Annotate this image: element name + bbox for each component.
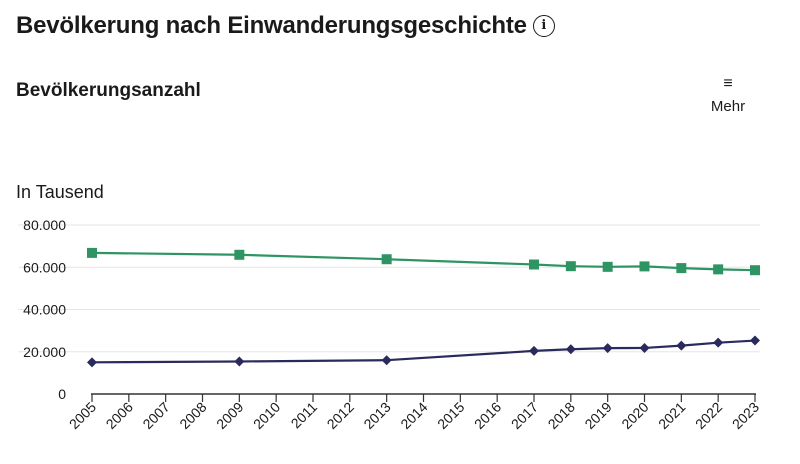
data-point-square — [529, 259, 539, 270]
x-tick-label: 2020 — [618, 399, 651, 432]
series-lines — [87, 247, 760, 368]
data-point-diamond — [750, 335, 760, 346]
page-title-text: Bevölkerung nach Einwanderungsgeschichte — [16, 12, 527, 39]
data-point-square — [381, 254, 392, 265]
x-tick-label: 2008 — [176, 399, 209, 432]
x-tick-label: 2021 — [655, 399, 688, 432]
grid-lines — [18, 224, 760, 353]
data-point-square — [234, 249, 245, 260]
x-tick-label: 2019 — [581, 399, 614, 432]
x-tick-label: 2005 — [66, 399, 99, 432]
info-icon[interactable]: i — [532, 15, 555, 37]
x-tick-label: 2007 — [139, 399, 172, 432]
x-tick-label: 2023 — [729, 399, 762, 432]
data-point-square — [750, 265, 760, 276]
data-point-diamond — [381, 355, 392, 366]
axes — [91, 393, 756, 402]
x-tick-label: 2011 — [288, 399, 321, 432]
data-point-diamond — [713, 337, 724, 348]
x-tick-label: 2013 — [360, 399, 393, 432]
page-title: Bevölkerung nach Einwanderungsgeschichte… — [16, 12, 555, 40]
y-axis-unit-label: In Tausend — [16, 182, 104, 202]
data-point-diamond — [602, 343, 613, 354]
data-point-diamond — [639, 342, 650, 353]
series-line-1 — [91, 251, 756, 272]
data-point-square — [713, 264, 724, 275]
x-tick-label: 2010 — [250, 399, 283, 432]
x-tick-label: 2006 — [103, 399, 136, 432]
data-point-diamond — [565, 344, 576, 355]
data-point-square — [639, 261, 650, 272]
data-point-diamond — [676, 340, 687, 351]
more-menu-button[interactable]: ≡ Mehr — [700, 74, 756, 126]
x-tick-label: 2012 — [324, 399, 357, 432]
chart-title: Bevölkerungsanzahl — [16, 80, 201, 101]
series-line-2 — [91, 339, 756, 364]
y-tick-label: 40.000 — [23, 302, 66, 318]
x-tick-label: 2018 — [545, 399, 578, 432]
data-point-square — [565, 261, 576, 272]
y-tick-label: 60.000 — [23, 259, 66, 275]
data-point-diamond — [234, 356, 245, 367]
x-tick-label: 2017 — [508, 399, 541, 432]
data-point-square — [676, 263, 687, 274]
y-tick-label: 20.000 — [23, 344, 66, 360]
y-tick-label: 0 — [58, 386, 66, 402]
data-point-diamond — [529, 345, 539, 356]
x-tick-label: 2016 — [471, 399, 504, 432]
data-point-diamond — [87, 357, 97, 368]
x-tick-label: 2015 — [434, 399, 467, 432]
x-tick-label: 2014 — [397, 399, 430, 432]
x-tick-label: 2009 — [213, 399, 246, 432]
more-menu-label: Mehr — [710, 98, 746, 115]
data-point-square — [602, 261, 613, 272]
x-tick-label: 2022 — [692, 399, 725, 432]
hamburger-menu-icon: ≡ — [723, 75, 733, 92]
data-point-square — [87, 247, 97, 258]
y-tick-label: 80.000 — [23, 217, 66, 233]
